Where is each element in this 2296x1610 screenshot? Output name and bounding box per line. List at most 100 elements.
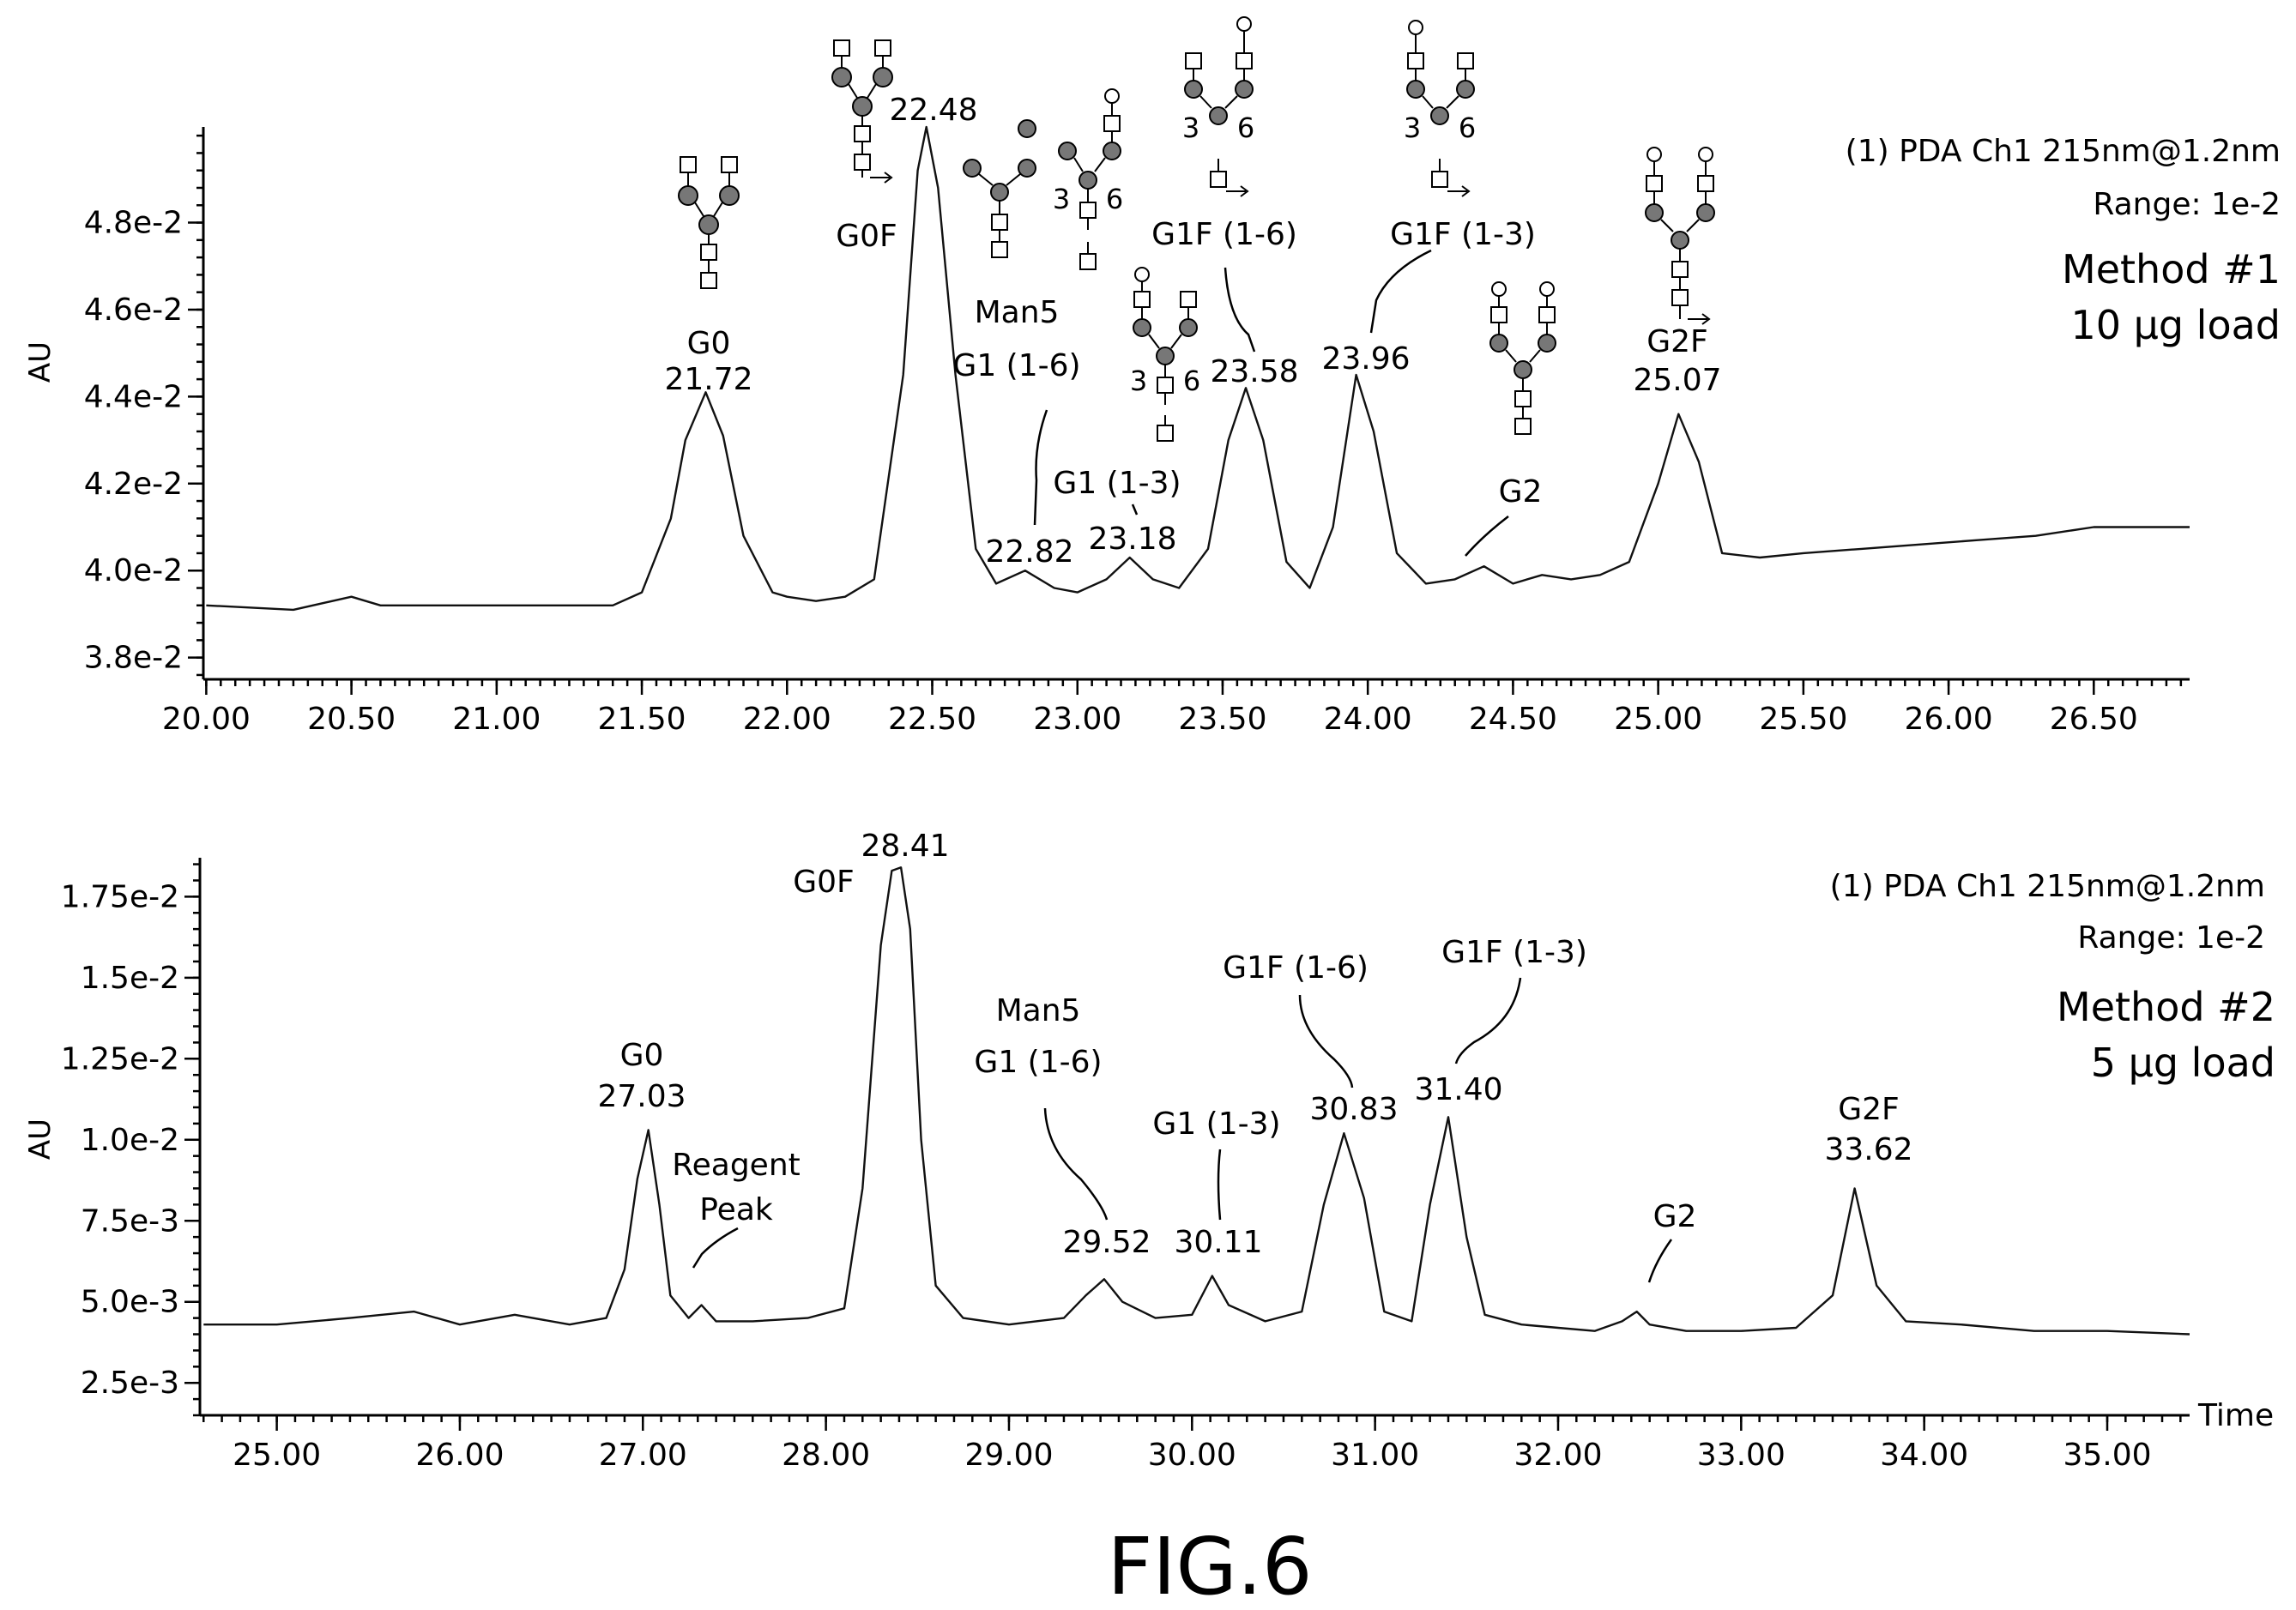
chromatogram-trace-method-1 (206, 125, 2190, 612)
x-tick-label: 20.50 (307, 702, 396, 737)
peak-name-label: G0 (620, 1038, 664, 1073)
peak-rt-label: 22.82 (985, 534, 1073, 570)
glycan-man5-structure-icon (963, 119, 1036, 258)
y-tick-label: 2.5e-3 (81, 1366, 179, 1401)
x-tick-label: 26.50 (2050, 702, 2138, 737)
peak-rt-label: 33.62 (1824, 1132, 1912, 1167)
y-tick-label: 1.25e-2 (61, 1041, 179, 1076)
peak-rt-label: 30.11 (1174, 1225, 1262, 1260)
y-tick-label: 5.0e-3 (81, 1285, 179, 1320)
peak-leader-line (1224, 267, 1256, 353)
x-ticks-bottom: 25.00 26.00 27.00 28.00 29.00 30.00 31.00 32.00… (202, 1415, 2182, 1473)
x-tick-label: 21.00 (452, 702, 541, 737)
glycan-g1f-13-structure-icon: 3 6 (1404, 20, 1476, 197)
x-tick-label: 29.00 (964, 1438, 1053, 1473)
glycan-arm-label: 3 (1130, 365, 1147, 397)
y-tick-label: 1.0e-2 (81, 1123, 179, 1158)
peak-name-label: G0 (687, 326, 731, 361)
glycan-arm-label: 6 (1237, 112, 1254, 144)
figure-label: FIG.6 (1107, 1521, 1312, 1610)
x-tick-label: 25.00 (1614, 702, 1702, 737)
y-tick-label: 4.0e-2 (84, 553, 183, 588)
peak-name-label: G1F (1-6) (1151, 217, 1297, 252)
x-tick-label: 34.00 (1880, 1438, 1968, 1473)
y-tick-label: 4.8e-2 (84, 206, 183, 241)
peak-rt-label: 31.40 (1414, 1072, 1502, 1107)
method-label-bottom: Method #2 (2057, 984, 2275, 1030)
peak-name-label: G2 (1653, 1199, 1697, 1234)
peak-leader-line (1465, 516, 1509, 557)
peak-leader-line (1033, 409, 1048, 526)
x-tick-label: 20.00 (162, 702, 251, 737)
peak-name-label: Peak (699, 1192, 773, 1227)
peak-leader-line (1131, 504, 1139, 516)
x-ticks-top: 20.00 20.50 21.00 21.50 22.00 22.50 23.00 23.50… (162, 679, 2183, 737)
glycan-g1-16-structure-icon: 3 6 (1053, 88, 1123, 270)
peak-name-label: G1F (1-3) (1441, 935, 1587, 970)
peak-leader-line (1298, 994, 1354, 1088)
peak-leader-line (1454, 977, 1522, 1064)
glycan-arm-label: 3 (1053, 183, 1070, 215)
peak-rt-label: 23.96 (1321, 341, 1410, 377)
x-tick-label: 22.00 (743, 702, 831, 737)
peak-name-label: G2F (1838, 1092, 1900, 1127)
glycan-arm-label: 6 (1106, 183, 1123, 215)
x-tick-label: 26.00 (415, 1438, 504, 1473)
peak-name-label: G0F (836, 219, 897, 254)
peak-rt-label: 28.41 (861, 829, 949, 864)
x-tick-label: 32.00 (1514, 1438, 1602, 1473)
x-tick-label: 24.00 (1324, 702, 1412, 737)
glycan-g1f-16-structure-icon: 3 6 (1182, 16, 1254, 197)
x-tick-label: 26.00 (1905, 702, 1993, 737)
x-tick-label: 35.00 (2063, 1438, 2151, 1473)
range-info-bottom: Range: 1e-2 (2077, 920, 2265, 956)
x-tick-label: 33.00 (1697, 1438, 1785, 1473)
peak-name-label: G0F (793, 865, 855, 900)
peak-name-label: G1 (1-6) (952, 348, 1080, 383)
peak-name-label: G2 (1499, 474, 1543, 510)
peak-rt-label: 21.72 (664, 362, 752, 397)
glycan-arm-label: 3 (1404, 112, 1421, 144)
peak-name-label: Man5 (975, 295, 1060, 330)
peak-name-label: Reagent (672, 1148, 801, 1183)
chromatogram-method-2: AU 25.00 26.00 27.00 28.00 29.00 30.00 31.00 32… (23, 829, 2275, 1473)
peak-rt-label: 25.07 (1633, 363, 1721, 398)
x-tick-label: 23.50 (1178, 702, 1266, 737)
x-tick-label: 23.00 (1033, 702, 1121, 737)
chromatogram-trace-method-2 (203, 866, 2190, 1336)
x-tick-label: 27.00 (599, 1438, 687, 1473)
chromatogram-method-1: AU 20.00 20.50 21.00 21.50 22.00 22.50 23.00 23… (23, 16, 2281, 737)
peak-leader-line (1217, 1149, 1222, 1221)
detector-info-bottom: (1) PDA Ch1 215nm@1.2nm (1830, 869, 2265, 904)
load-label-top: 10 μg load (2070, 302, 2281, 348)
load-label-bottom: 5 μg load (2091, 1040, 2275, 1086)
peak-rt-label: 29.52 (1062, 1225, 1151, 1260)
glycan-arm-label: 3 (1182, 112, 1199, 144)
peak-rt-label: 27.03 (597, 1079, 686, 1114)
peak-name-label: G1F (1-3) (1390, 217, 1536, 252)
glycan-arm-label: 6 (1183, 365, 1200, 397)
peak-name-label: G1 (1-6) (974, 1045, 1102, 1080)
peak-rt-label: 23.58 (1210, 354, 1298, 389)
x-tick-label: 21.50 (598, 702, 686, 737)
glycan-g0f-structure-icon (831, 39, 893, 184)
detector-info-top: (1) PDA Ch1 215nm@1.2nm (1846, 134, 2281, 169)
y-tick-label: 1.75e-2 (61, 879, 179, 914)
peak-name-label: G2F (1646, 324, 1708, 359)
peak-name-label: G1 (1-3) (1152, 1106, 1280, 1142)
y-axis-label-bottom: AU (23, 1119, 57, 1160)
x-tick-label: 25.50 (1759, 702, 1847, 737)
peak-leader-line (1647, 1239, 1673, 1283)
glycan-arm-label: 6 (1459, 112, 1476, 144)
x-tick-label: 22.50 (888, 702, 976, 737)
peak-leader-line (692, 1227, 739, 1269)
y-tick-label: 7.5e-3 (81, 1203, 179, 1239)
y-tick-label: 1.5e-2 (81, 961, 179, 996)
x-axis-label-bottom: Time (2197, 1398, 2274, 1433)
x-tick-label: 24.50 (1469, 702, 1557, 737)
x-tick-label: 31.00 (1331, 1438, 1419, 1473)
x-tick-label: 28.00 (782, 1438, 870, 1473)
peak-leader-line (1369, 249, 1432, 334)
x-tick-label: 25.00 (233, 1438, 321, 1473)
y-ticks-top: 3.8e-2 4.0e-2 4.2e-2 4.4e-2 4.6e-2 4.8e-2 (84, 134, 203, 677)
